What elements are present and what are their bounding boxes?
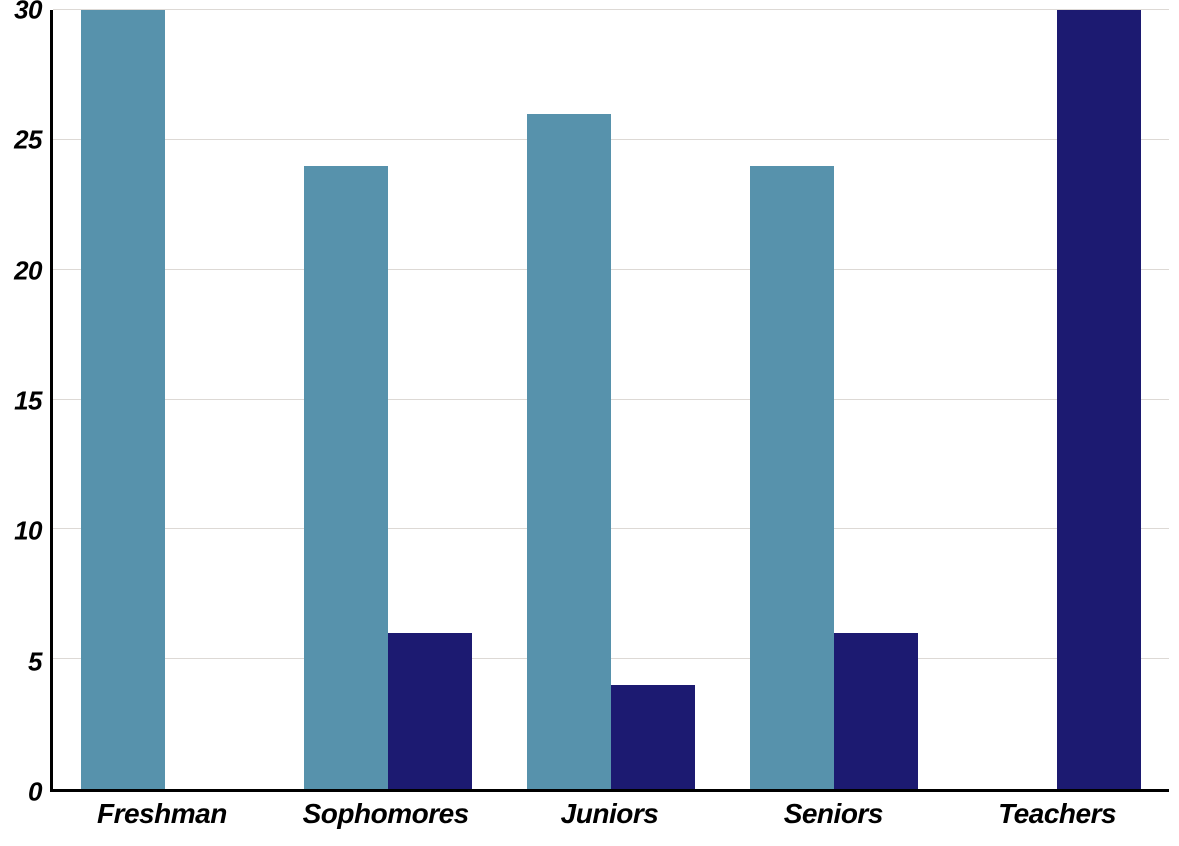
bar-chart: 0 5 10 15 20 25 30 FreshmanSophomoresJuniorsSe… [0, 0, 1179, 846]
bar [750, 166, 834, 789]
y-tick-label: 0 [28, 777, 42, 808]
bar [304, 166, 388, 789]
x-axis-label: Seniors [721, 792, 945, 846]
y-axis: 051015202530 [0, 0, 50, 792]
y-tick-label: 10 [14, 516, 42, 547]
bar [81, 10, 165, 789]
x-axis-label: Juniors [498, 792, 722, 846]
bar-group [946, 10, 1169, 789]
y-tick-label: 15 [14, 386, 42, 417]
bar [388, 633, 472, 789]
y-tick-label: 30 [14, 0, 42, 26]
bars-layer [53, 10, 1169, 789]
plot-area [50, 10, 1169, 792]
x-axis-label: Sophomores [274, 792, 498, 846]
bar-group [499, 10, 722, 789]
x-axis: FreshmanSophomoresJuniorsSeniorsTeachers [50, 792, 1169, 846]
y-tick-label: 25 [14, 125, 42, 156]
x-axis-label: Teachers [945, 792, 1169, 846]
bar-group [276, 10, 499, 789]
bar-group [723, 10, 946, 789]
bar [611, 685, 695, 789]
bar [527, 114, 611, 789]
y-tick-label: 5 [28, 646, 42, 677]
y-tick-label: 20 [14, 255, 42, 286]
bar-group [53, 10, 276, 789]
bar [834, 633, 918, 789]
bar [1057, 10, 1141, 789]
x-axis-label: Freshman [50, 792, 274, 846]
